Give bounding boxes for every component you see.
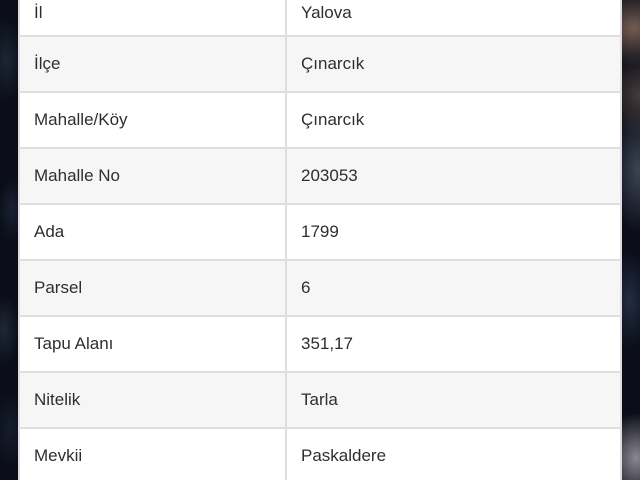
- table-row: Tapu Alanı 351,17: [20, 317, 620, 371]
- field-label: Tapu Alanı: [20, 317, 285, 371]
- field-label: Mahalle No: [20, 149, 285, 203]
- table-row: Mahalle No 203053: [20, 149, 620, 203]
- field-label: İlçe: [20, 37, 285, 91]
- field-value: Yalova: [287, 0, 620, 35]
- table-row: Nitelik Tarla: [20, 373, 620, 427]
- field-label: Ada: [20, 205, 285, 259]
- field-value: 351,17: [287, 317, 620, 371]
- field-label: İl: [20, 0, 285, 35]
- parcel-info-panel: İl Yalova İlçe Çınarcık Mahalle/Köy Çına…: [18, 0, 622, 480]
- parcel-table-body: İl Yalova İlçe Çınarcık Mahalle/Köy Çına…: [20, 0, 620, 480]
- parcel-info-table: İl Yalova İlçe Çınarcık Mahalle/Köy Çına…: [18, 0, 622, 480]
- field-label: Mahalle/Köy: [20, 93, 285, 147]
- field-value: Paskaldere: [287, 429, 620, 480]
- table-row: Mevkii Paskaldere: [20, 429, 620, 480]
- field-value: 6: [287, 261, 620, 315]
- field-label: Mevkii: [20, 429, 285, 480]
- field-value: 203053: [287, 149, 620, 203]
- field-label: Parsel: [20, 261, 285, 315]
- field-value: Çınarcık: [287, 93, 620, 147]
- field-value: 1799: [287, 205, 620, 259]
- table-row: Ada 1799: [20, 205, 620, 259]
- table-row: Parsel 6: [20, 261, 620, 315]
- table-row: İlçe Çınarcık: [20, 37, 620, 91]
- table-row: İl Yalova: [20, 0, 620, 35]
- field-label: Nitelik: [20, 373, 285, 427]
- field-value: Tarla: [287, 373, 620, 427]
- field-value: Çınarcık: [287, 37, 620, 91]
- table-row: Mahalle/Köy Çınarcık: [20, 93, 620, 147]
